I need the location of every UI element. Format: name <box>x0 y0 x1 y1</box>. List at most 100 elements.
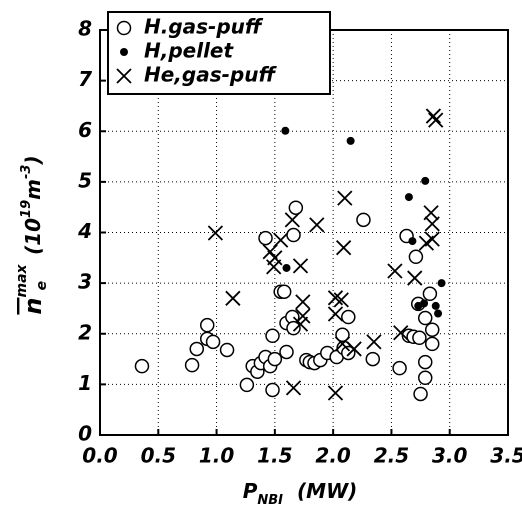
point <box>335 240 352 256</box>
x-tick-label: 0.5 <box>141 444 176 468</box>
point <box>346 136 355 145</box>
point <box>184 357 200 373</box>
point <box>424 336 440 352</box>
x-tick-label: 3.5 <box>490 444 522 468</box>
legend-marker <box>116 20 132 36</box>
y-tick-label: 8 <box>78 17 92 41</box>
point <box>408 249 424 265</box>
point <box>366 334 382 350</box>
point <box>417 370 433 386</box>
x-tick-label: 2.0 <box>315 444 351 468</box>
point <box>225 290 241 306</box>
x-unit: (MW) <box>297 479 357 503</box>
point <box>420 299 429 308</box>
point <box>134 358 150 374</box>
point <box>205 334 221 350</box>
point <box>424 216 440 232</box>
point <box>417 354 433 370</box>
y-tick-label: 1 <box>78 371 92 395</box>
point <box>286 227 301 243</box>
point <box>341 345 356 361</box>
point <box>407 270 423 286</box>
point <box>267 351 283 367</box>
point <box>334 336 351 352</box>
point <box>417 310 433 326</box>
point <box>421 176 430 185</box>
x-symbol: P <box>243 479 258 503</box>
point <box>288 200 304 215</box>
legend-label: H.gas-puff <box>144 15 264 39</box>
point <box>428 112 444 128</box>
legend-label: He,gas-puff <box>144 63 277 87</box>
y-tick-label: 4 <box>77 219 92 243</box>
point <box>356 212 371 228</box>
point <box>265 382 280 398</box>
legend-marker <box>116 68 132 84</box>
y-tick-label: 5 <box>78 168 92 192</box>
legend-box <box>107 11 331 95</box>
point <box>424 231 440 247</box>
point <box>392 360 407 376</box>
point <box>258 230 273 246</box>
point <box>189 341 205 357</box>
point <box>413 386 428 402</box>
x-subscript: NBI <box>257 493 283 508</box>
point <box>337 190 353 206</box>
point <box>266 259 282 275</box>
point <box>365 351 381 367</box>
point <box>282 263 291 272</box>
point <box>327 306 344 322</box>
point <box>434 309 443 318</box>
x-tick-label: 2.5 <box>374 444 409 468</box>
y-tick-label: 7 <box>78 67 92 91</box>
legend-marker <box>120 48 128 56</box>
y-unit-close: ) <box>21 155 45 165</box>
x-tick-label: 1.5 <box>257 444 292 468</box>
x-tick-label: 1.0 <box>199 444 235 468</box>
y-unit-m: m <box>21 179 45 200</box>
point <box>284 212 300 228</box>
point <box>309 217 325 233</box>
y-axis-label: nmax e (1019m-3) <box>14 155 50 314</box>
point <box>424 322 440 337</box>
x-axis-label: PNBI (MW) <box>243 479 358 508</box>
point <box>387 263 403 279</box>
x-tick-label: 3.0 <box>432 444 468 468</box>
point <box>431 301 440 310</box>
y-tick-label: 6 <box>78 118 92 142</box>
point <box>412 330 427 346</box>
point <box>286 320 301 336</box>
x-tick-label: 0.0 <box>82 444 118 468</box>
point <box>437 279 446 288</box>
point <box>295 294 311 310</box>
point <box>341 309 356 325</box>
point <box>346 341 362 357</box>
y-unit-m-power: -3 <box>19 165 34 179</box>
point <box>279 344 294 360</box>
point <box>292 316 309 332</box>
y-tick-label: 2 <box>78 320 92 344</box>
y-tick-label: 3 <box>78 270 92 294</box>
point <box>408 237 417 246</box>
point <box>219 342 235 358</box>
y-unit-power: 19 <box>19 200 34 218</box>
point <box>281 126 290 135</box>
point <box>393 325 409 341</box>
point <box>273 232 289 248</box>
y-subscript: e <box>34 281 50 291</box>
point <box>285 380 302 396</box>
point <box>207 225 224 241</box>
point <box>292 258 309 274</box>
point <box>276 284 292 299</box>
point <box>422 286 438 302</box>
point <box>199 317 215 333</box>
y-superscript: max <box>14 263 30 297</box>
point <box>327 385 344 401</box>
point <box>404 193 413 202</box>
point <box>239 377 255 393</box>
point <box>327 290 344 306</box>
y-tick-label: 0 <box>78 422 92 446</box>
y-unit-open: (10 <box>21 218 45 255</box>
legend-label: H,pellet <box>144 39 234 63</box>
